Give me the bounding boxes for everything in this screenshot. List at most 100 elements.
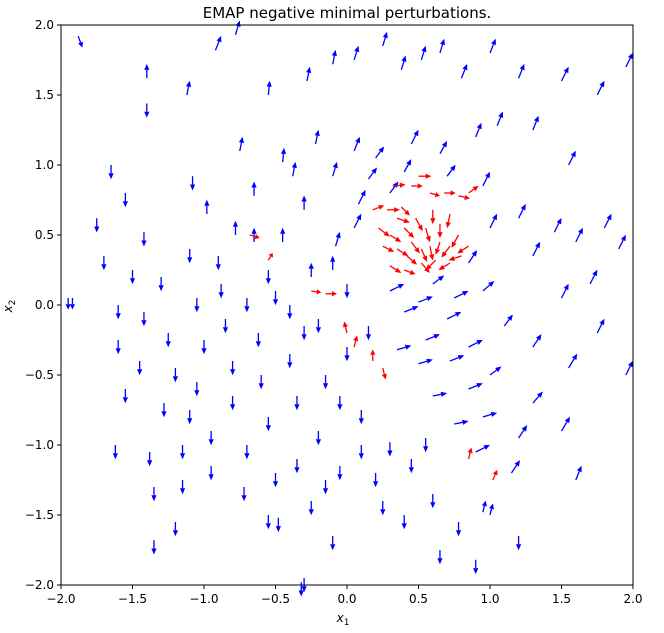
arrow-head (280, 227, 286, 234)
arrow-head (441, 140, 448, 148)
arrow-head (399, 182, 406, 188)
arrow-shaft (420, 248, 426, 257)
arrow-blue (389, 181, 399, 194)
arrow-red (425, 227, 431, 243)
arrow-red (429, 246, 435, 261)
arrow-blue (315, 431, 321, 446)
arrow-head (331, 49, 337, 57)
x-axis-label-subscript: 1 (344, 618, 350, 628)
arrow-blue (165, 333, 171, 348)
arrow-head (204, 199, 210, 206)
arrow-blue (439, 38, 446, 54)
arrow-head (272, 299, 279, 306)
arrow-head (241, 495, 247, 502)
arrow-red (435, 241, 441, 255)
arrow-head (358, 453, 364, 460)
y-axis-label-group: x2 (1, 300, 18, 314)
arrow-head (301, 195, 307, 202)
arrow-blue (532, 115, 539, 131)
arrow-shaft (625, 365, 631, 376)
y-tick-label: 0.0 (35, 298, 54, 312)
arrow-head (488, 280, 495, 287)
arrow-head (535, 241, 541, 249)
arrow-blue (108, 165, 114, 180)
arrow-head (78, 41, 83, 48)
arrow-head (422, 255, 428, 262)
y-axis-label: x2 (1, 300, 18, 314)
arrow-blue (215, 256, 221, 271)
arrow-head (394, 236, 402, 243)
arrow-red (437, 223, 443, 239)
arrow-blue (432, 275, 445, 285)
arrow-head (576, 465, 582, 473)
arrow-head (330, 544, 336, 551)
arrow-head (268, 253, 273, 258)
arrow-blue (337, 396, 343, 411)
arrow-shaft (344, 326, 348, 334)
arrow-shaft (447, 213, 451, 223)
arrow-head (556, 217, 562, 225)
arrow-blue (468, 339, 483, 348)
arrow-head (381, 373, 387, 380)
arrow-blue (218, 284, 224, 299)
arrow-head (462, 63, 468, 71)
arrow-head (265, 425, 271, 432)
arrow-shaft (403, 164, 410, 173)
arrow-shaft (282, 153, 285, 163)
arrow-head (571, 353, 578, 361)
arrow-blue (468, 250, 478, 264)
arrow-blue (272, 473, 279, 488)
arrow-head (394, 267, 402, 273)
arrow-shaft (454, 255, 462, 260)
arrow-head (437, 558, 443, 565)
arrow-shaft (468, 254, 475, 264)
arrow-head (464, 194, 470, 200)
arrow-blue (115, 305, 121, 320)
arrow-shaft (425, 227, 429, 237)
x-tick-label: −1.5 (118, 592, 147, 606)
arrow-shaft (378, 227, 386, 234)
arrow-red (441, 245, 451, 258)
arrow-blue (473, 559, 479, 575)
arrow-blue (532, 241, 541, 257)
arrow-shaft (446, 169, 453, 177)
arrow-red (389, 234, 402, 243)
arrow-shaft (453, 292, 464, 299)
arrow-blue (410, 129, 419, 145)
arrow-blue (322, 480, 329, 495)
arrow-shaft (382, 37, 386, 47)
arrow-red (370, 349, 376, 361)
arrow-head (457, 247, 464, 254)
arrow-head (402, 250, 409, 257)
arrow-blue (266, 80, 272, 96)
arrow-head (471, 250, 478, 257)
arrow-head (187, 257, 193, 264)
arrow-shaft (186, 86, 190, 96)
arrow-blue (453, 290, 469, 299)
arrow-blue (201, 340, 207, 355)
arrow-blue (287, 305, 293, 320)
arrow-blue (532, 391, 543, 404)
arrow-red (429, 192, 440, 198)
arrow-blue (141, 232, 147, 247)
arrow-blue (208, 431, 214, 446)
arrow-head (462, 290, 469, 296)
arrow-blue (241, 487, 247, 502)
arrow-blue (314, 129, 320, 145)
arrow-blue (294, 396, 300, 411)
arrow-shaft (432, 278, 440, 285)
arrow-head (112, 453, 118, 460)
arrow-head (332, 161, 338, 169)
plot-frame (60, 24, 634, 586)
arrow-shaft (475, 446, 485, 453)
arrow-red (249, 234, 260, 240)
arrow-head (337, 474, 343, 481)
arrow-head (476, 122, 482, 130)
arrow-blue (172, 522, 178, 537)
arrow-blue (161, 403, 167, 418)
arrow-blue (151, 540, 157, 555)
arrow-shaft (332, 55, 336, 65)
arrow-blue (265, 270, 271, 285)
arrow-head (275, 526, 281, 533)
arrow-head (342, 321, 348, 328)
